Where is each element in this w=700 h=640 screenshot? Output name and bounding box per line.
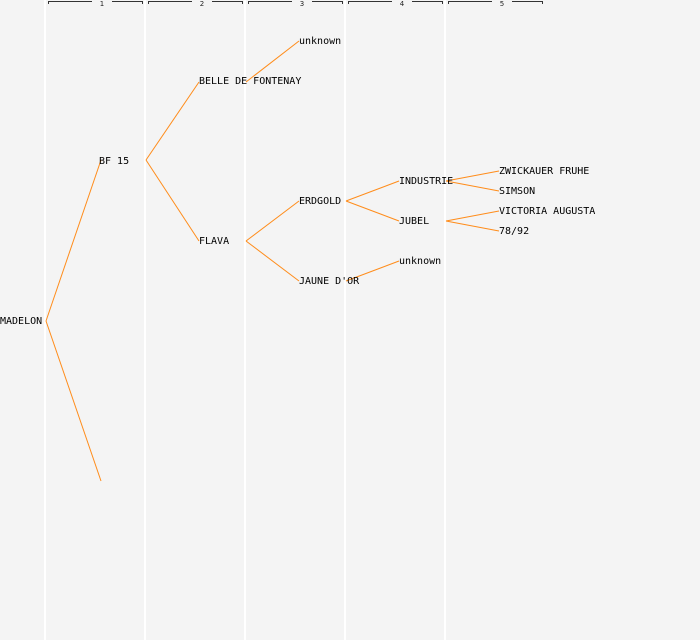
node-unknown-gen3: unknown — [299, 36, 342, 47]
node-erdgold: ERDGOLD — [299, 196, 342, 207]
column-divider — [344, 0, 346, 640]
edge-root-to-bf15 — [45, 159, 102, 322]
column-divider — [244, 0, 246, 640]
generation-label-4: 4 — [392, 0, 412, 8]
node-unknown-gen4: unknown — [399, 256, 442, 267]
edge-flava-to-jaune-dor — [245, 240, 300, 282]
generation-label-1: 1 — [92, 0, 112, 8]
node-flava: FLAVA — [199, 236, 230, 247]
edge-jubel-to-7892 — [445, 220, 500, 232]
node-bf-15: BF 15 — [99, 156, 130, 167]
node-78-92: 78/92 — [499, 226, 530, 237]
node-belle-de-fontenay: BELLE DE FONTENAY — [199, 76, 302, 87]
node-industrie: INDUSTRIE — [399, 176, 454, 187]
edge-erdgold-to-industrie — [345, 180, 400, 202]
edge-bf15-to-flava — [145, 159, 200, 242]
column-divider — [444, 0, 446, 640]
generation-label-5: 5 — [492, 0, 512, 8]
generation-label-3: 3 — [292, 0, 312, 8]
node-madelon: MADELON — [0, 316, 43, 327]
edge-erdgold-to-jubel — [345, 200, 400, 222]
edge-root-to-unknown-parent — [45, 320, 102, 482]
edge-industrie-to-zwickauer — [445, 170, 500, 182]
node-jubel: JUBEL — [399, 216, 430, 227]
edge-industrie-to-simson — [445, 180, 500, 192]
edge-jaune-to-unknown — [345, 260, 400, 282]
edge-jubel-to-victoria — [445, 210, 500, 222]
edge-bf15-to-belle-de-fontenay — [145, 81, 200, 161]
node-victoria-augusta: VICTORIA AUGUSTA — [499, 206, 596, 217]
generation-label-2: 2 — [192, 0, 212, 8]
column-divider — [144, 0, 146, 640]
node-jaune-dor: JAUNE D'OR — [299, 276, 360, 287]
column-divider — [44, 0, 46, 640]
edge-flava-to-erdgold — [245, 200, 300, 242]
edge-belle-to-unknown — [245, 40, 300, 83]
node-simson: SIMSON — [499, 186, 536, 197]
node-zwickauer-fruhe: ZWICKAUER FRUHE — [499, 166, 590, 177]
